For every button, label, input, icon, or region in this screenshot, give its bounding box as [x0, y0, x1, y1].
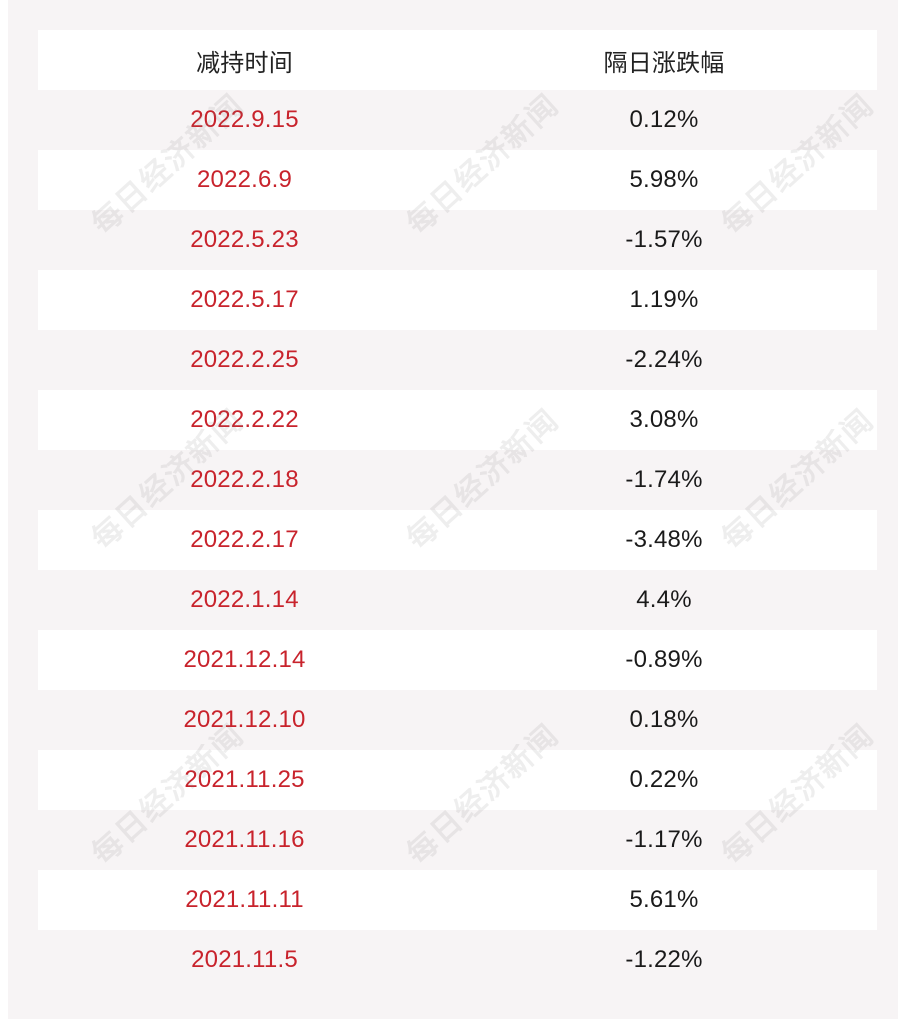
change-cell: 1.19% [629, 286, 699, 313]
header-change: 隔日涨跌幅 [603, 48, 725, 77]
table-row: 2022.5.17 1.19% [38, 270, 877, 330]
change-cell: -3.48% [625, 526, 703, 553]
change-cell: 0.12% [629, 106, 699, 133]
date-cell: 2021.12.14 [183, 646, 306, 673]
date-cell: 2022.2.22 [190, 406, 299, 433]
date-cell: 2021.11.16 [184, 826, 305, 853]
change-cell: 0.18% [629, 706, 699, 733]
date-cell: 2021.12.10 [183, 706, 306, 733]
date-cell: 2021.11.11 [185, 886, 304, 913]
header-date: 减持时间 [196, 48, 293, 77]
table-row: 2021.11.25 0.22% [38, 750, 877, 810]
table-row: 2021.11.16 -1.17% [38, 810, 877, 870]
change-cell: -1.17% [625, 826, 703, 853]
table-row: 2022.9.15 0.12% [38, 90, 877, 150]
change-cell: -1.74% [625, 466, 703, 493]
date-cell: 2022.5.23 [190, 226, 299, 253]
change-cell: -1.57% [625, 226, 703, 253]
change-cell: -2.24% [625, 346, 703, 373]
table-row: 2022.2.25 -2.24% [38, 330, 877, 390]
date-cell: 2022.9.15 [190, 106, 299, 133]
table-row: 2022.2.18 -1.74% [38, 450, 877, 510]
date-cell: 2021.11.25 [184, 766, 305, 793]
date-cell: 2022.2.17 [190, 526, 299, 553]
date-cell: 2022.6.9 [196, 166, 293, 193]
table-row: 2022.2.17 -3.48% [38, 510, 877, 570]
table-row: 2022.5.23 -1.57% [38, 210, 877, 270]
table-header-row: 减持时间 隔日涨跌幅 [38, 30, 877, 90]
date-cell: 2022.5.17 [190, 286, 299, 313]
date-cell: 2021.11.5 [191, 946, 298, 973]
change-cell: -0.89% [625, 646, 703, 673]
change-cell: 3.08% [629, 406, 699, 433]
table-row: 2021.12.14 -0.89% [38, 630, 877, 690]
date-cell: 2022.2.18 [190, 466, 299, 493]
change-cell: 0.22% [629, 766, 699, 793]
change-cell: -1.22% [625, 946, 703, 973]
change-cell: 5.61% [629, 886, 699, 913]
table-row: 2022.1.14 4.4% [38, 570, 877, 630]
table-row: 2021.11.5 -1.22% [38, 930, 877, 990]
table-row: 2022.2.22 3.08% [38, 390, 877, 450]
date-cell: 2022.1.14 [190, 586, 299, 613]
table-row: 2021.11.11 5.61% [38, 870, 877, 930]
change-cell: 5.98% [629, 166, 699, 193]
change-cell: 4.4% [636, 586, 692, 613]
data-table: 减持时间 隔日涨跌幅 2022.9.15 0.12% 2022.6.9 5.98… [38, 30, 877, 990]
date-cell: 2022.2.25 [190, 346, 299, 373]
table-row: 2022.6.9 5.98% [38, 150, 877, 210]
table-row: 2021.12.10 0.18% [38, 690, 877, 750]
